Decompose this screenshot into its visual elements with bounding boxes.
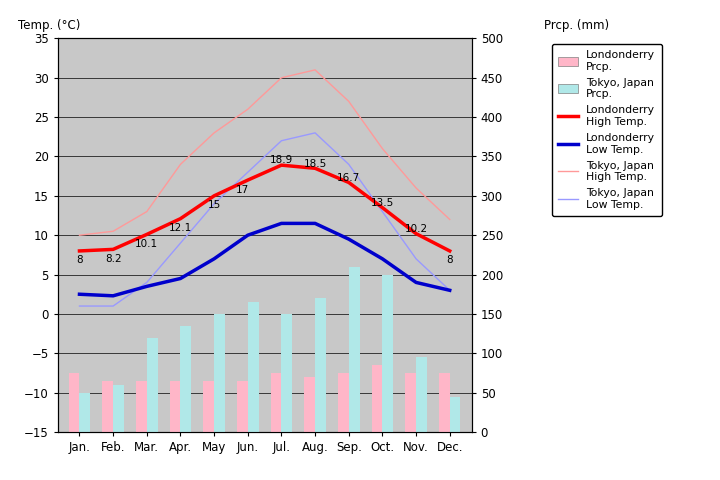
Bar xyxy=(237,381,248,432)
Text: 18.9: 18.9 xyxy=(270,156,293,166)
Bar xyxy=(147,337,158,432)
Bar xyxy=(282,314,292,432)
Text: 10.1: 10.1 xyxy=(135,239,158,249)
Text: 16.7: 16.7 xyxy=(337,173,361,183)
Bar xyxy=(102,381,113,432)
Text: 15: 15 xyxy=(207,200,221,210)
Bar xyxy=(315,298,326,432)
Text: 18.5: 18.5 xyxy=(303,158,327,168)
Text: Temp. (°C): Temp. (°C) xyxy=(18,20,81,33)
Text: 13.5: 13.5 xyxy=(371,198,394,208)
Bar xyxy=(305,377,315,432)
Text: 10.2: 10.2 xyxy=(405,224,428,234)
Bar xyxy=(170,381,181,432)
Bar xyxy=(439,373,450,432)
Bar xyxy=(372,365,382,432)
Text: Prcp. (mm): Prcp. (mm) xyxy=(544,20,609,33)
Bar xyxy=(79,393,90,432)
Text: 8: 8 xyxy=(76,255,83,265)
Text: 8: 8 xyxy=(446,255,453,265)
Text: 12.1: 12.1 xyxy=(168,223,192,233)
Bar xyxy=(416,357,427,432)
Bar xyxy=(405,373,416,432)
Bar xyxy=(68,373,79,432)
Bar xyxy=(113,385,124,432)
Bar xyxy=(348,267,359,432)
Bar xyxy=(136,381,147,432)
Bar xyxy=(248,302,258,432)
Bar xyxy=(338,373,348,432)
Bar xyxy=(181,326,192,432)
Bar xyxy=(271,373,282,432)
Bar xyxy=(214,314,225,432)
Legend: Londonderry
Prcp., Tokyo, Japan
Prcp., Londonderry
High Temp., Londonderry
Low T: Londonderry Prcp., Tokyo, Japan Prcp., L… xyxy=(552,44,662,216)
Bar xyxy=(450,396,461,432)
Text: 8.2: 8.2 xyxy=(105,254,122,264)
Bar xyxy=(203,381,214,432)
Bar xyxy=(382,275,393,432)
Text: 17: 17 xyxy=(236,184,249,194)
